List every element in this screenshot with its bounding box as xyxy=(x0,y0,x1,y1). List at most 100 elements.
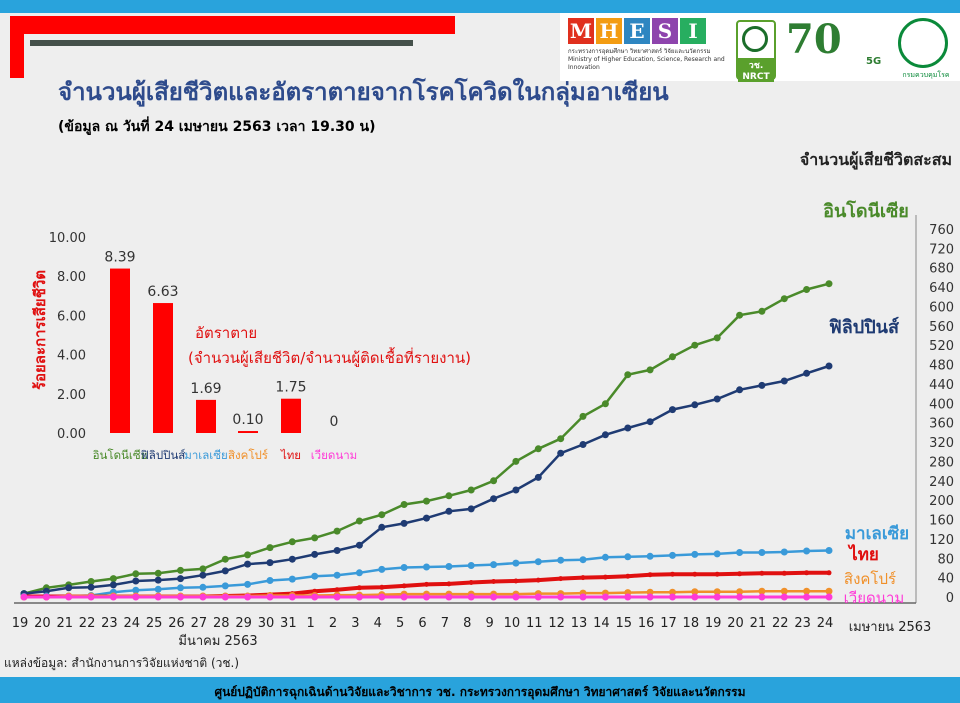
y-tick-label: 280 xyxy=(929,455,954,470)
mhesi-letter-h: H xyxy=(596,18,622,44)
data-point xyxy=(221,555,229,563)
y-tick-label: 0 xyxy=(946,591,954,606)
data-point xyxy=(601,593,609,601)
y-tick-label: 640 xyxy=(929,281,954,296)
mhesi-letter-e: E xyxy=(624,18,650,44)
bar-value-label: 1.69 xyxy=(190,381,221,397)
data-point xyxy=(199,593,207,601)
y-tick-label: 520 xyxy=(929,339,954,354)
decorative-red-corner xyxy=(10,16,24,78)
mhesi-letter-i: I xyxy=(680,18,706,44)
data-point xyxy=(825,280,833,288)
data-point xyxy=(803,547,811,555)
data-point xyxy=(624,593,632,601)
series-line xyxy=(23,364,830,595)
data-point xyxy=(624,424,632,432)
data-point xyxy=(737,571,743,577)
data-point xyxy=(378,523,386,531)
data-point xyxy=(714,571,720,577)
data-point xyxy=(311,550,319,558)
data-point xyxy=(780,587,788,595)
data-point xyxy=(221,582,229,590)
x-tick-label: 8 xyxy=(463,616,471,631)
data-point xyxy=(780,593,788,601)
x-tick-label: 26 xyxy=(168,616,185,631)
y-tick-label: 480 xyxy=(929,359,954,374)
data-point xyxy=(355,517,363,525)
data-point xyxy=(424,581,429,587)
y-tick-label: 200 xyxy=(929,494,954,509)
data-point xyxy=(601,553,609,561)
data-point xyxy=(199,583,207,591)
x-tick-label: 18 xyxy=(683,616,700,631)
data-point xyxy=(221,567,229,575)
x-tick-label: 20 xyxy=(727,616,744,631)
data-point xyxy=(646,552,654,560)
top-blue-bar xyxy=(0,0,960,13)
data-point xyxy=(334,587,340,593)
data-point xyxy=(42,593,50,601)
data-point xyxy=(534,473,542,481)
bar-category-label: ไทย xyxy=(280,448,301,462)
data-point xyxy=(378,593,386,601)
bar-y-tick-label: 2.00 xyxy=(57,388,86,403)
data-point xyxy=(355,569,363,577)
data-point xyxy=(42,587,50,595)
data-point xyxy=(579,593,587,601)
x-tick-label: 3 xyxy=(351,616,359,631)
series-line xyxy=(23,282,830,595)
x-tick-label: 28 xyxy=(213,616,230,631)
data-point xyxy=(736,593,744,601)
bar-y-tick-label: 4.00 xyxy=(57,349,86,364)
mhesi-letter-s: S xyxy=(652,18,678,44)
series-label: เวียดนาม xyxy=(844,589,905,607)
data-point xyxy=(646,588,654,596)
data-point xyxy=(266,544,274,552)
x-tick-label: 21 xyxy=(56,616,73,631)
x-tick-label: 22 xyxy=(772,616,789,631)
bar-category-label: อินโดนีเซีย xyxy=(93,448,148,462)
data-point xyxy=(199,571,207,579)
x-tick-label: 9 xyxy=(485,616,493,631)
data-point xyxy=(87,578,95,585)
data-point xyxy=(534,593,542,601)
x-tick-label: 2 xyxy=(329,616,337,631)
y-tick-label: 440 xyxy=(929,378,954,393)
bar-value-label: 1.75 xyxy=(275,380,306,396)
data-point xyxy=(244,551,252,559)
data-point xyxy=(579,412,587,420)
bar-y-tick-label: 10.00 xyxy=(49,231,86,246)
data-point xyxy=(400,519,408,527)
data-point xyxy=(534,445,542,453)
data-point xyxy=(311,534,319,542)
data-point xyxy=(624,553,632,561)
bar-category-label: สิงคโปร์ xyxy=(228,448,268,462)
data-point xyxy=(400,564,408,571)
y-tick-label: 720 xyxy=(929,242,954,257)
x-tick-label: 10 xyxy=(504,616,521,631)
bar xyxy=(110,268,130,433)
bar-value-label: 0 xyxy=(330,414,339,430)
data-point xyxy=(803,593,811,601)
data-point xyxy=(691,593,699,601)
x-tick-label: 30 xyxy=(258,616,275,631)
data-point xyxy=(491,579,497,584)
data-point xyxy=(401,583,407,589)
data-point xyxy=(825,587,833,595)
data-point xyxy=(445,507,453,515)
x-tick-label: 12 xyxy=(548,616,565,631)
data-point xyxy=(311,593,319,601)
data-point xyxy=(423,514,430,522)
data-point xyxy=(646,366,654,374)
data-point xyxy=(535,577,541,583)
data-point xyxy=(512,457,520,465)
data-point xyxy=(109,581,117,589)
x-tick-label: 31 xyxy=(280,616,297,631)
data-point xyxy=(646,593,654,601)
data-point xyxy=(288,593,296,601)
data-point xyxy=(669,588,676,596)
data-point xyxy=(758,549,766,556)
x-tick-label: 19 xyxy=(705,616,722,631)
data-point xyxy=(647,572,653,578)
x-tick-label: 19 xyxy=(12,616,29,631)
